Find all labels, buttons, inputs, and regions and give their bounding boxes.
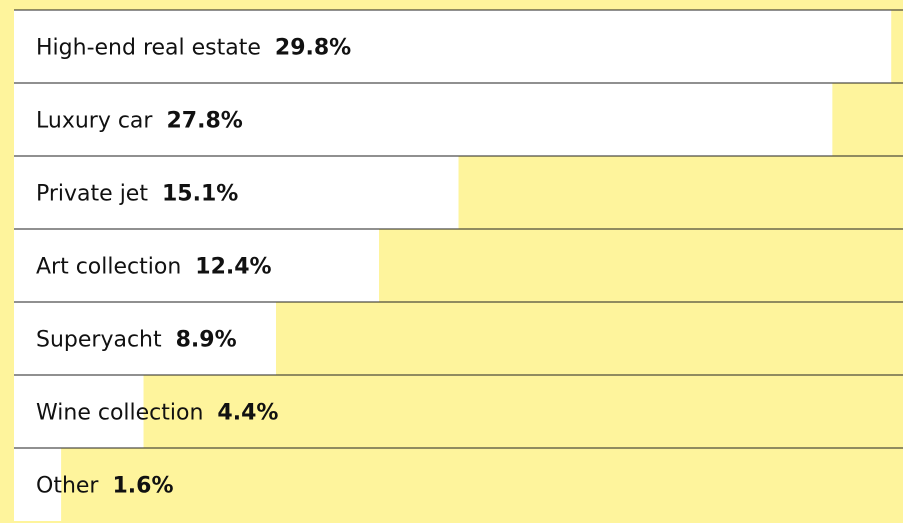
bar bbox=[14, 448, 62, 521]
category-label: Luxury car bbox=[36, 109, 153, 134]
category-label: Art collection bbox=[36, 255, 181, 280]
bar bbox=[14, 302, 276, 375]
bar-label: Superyacht 8.9% bbox=[36, 328, 237, 353]
bar bbox=[14, 10, 892, 83]
category-label: Wine collection bbox=[36, 401, 203, 426]
bar-label: Art collection 12.4% bbox=[36, 255, 272, 280]
bar-label: Luxury car 27.8% bbox=[36, 109, 243, 134]
value-label: 1.6% bbox=[112, 474, 173, 499]
value-label: 8.9% bbox=[176, 328, 237, 353]
category-label: Private jet bbox=[36, 182, 148, 207]
bar-label: Wine collection 4.4% bbox=[36, 401, 278, 426]
value-label: 27.8% bbox=[166, 109, 242, 134]
bar-label: High-end real estate 29.8% bbox=[36, 36, 351, 61]
bar-label: Private jet 15.1% bbox=[36, 182, 238, 207]
bar bbox=[14, 229, 380, 302]
category-label: High-end real estate bbox=[36, 36, 261, 61]
value-label: 15.1% bbox=[162, 182, 238, 207]
value-label: 12.4% bbox=[195, 255, 271, 280]
bar bbox=[14, 83, 833, 156]
category-label: Superyacht bbox=[36, 328, 162, 353]
bar-label: Other 1.6% bbox=[36, 474, 173, 499]
category-label: Other bbox=[36, 474, 99, 499]
bar bbox=[14, 156, 459, 229]
bar bbox=[14, 375, 144, 448]
value-label: 4.4% bbox=[217, 401, 278, 426]
value-label: 29.8% bbox=[275, 36, 351, 61]
